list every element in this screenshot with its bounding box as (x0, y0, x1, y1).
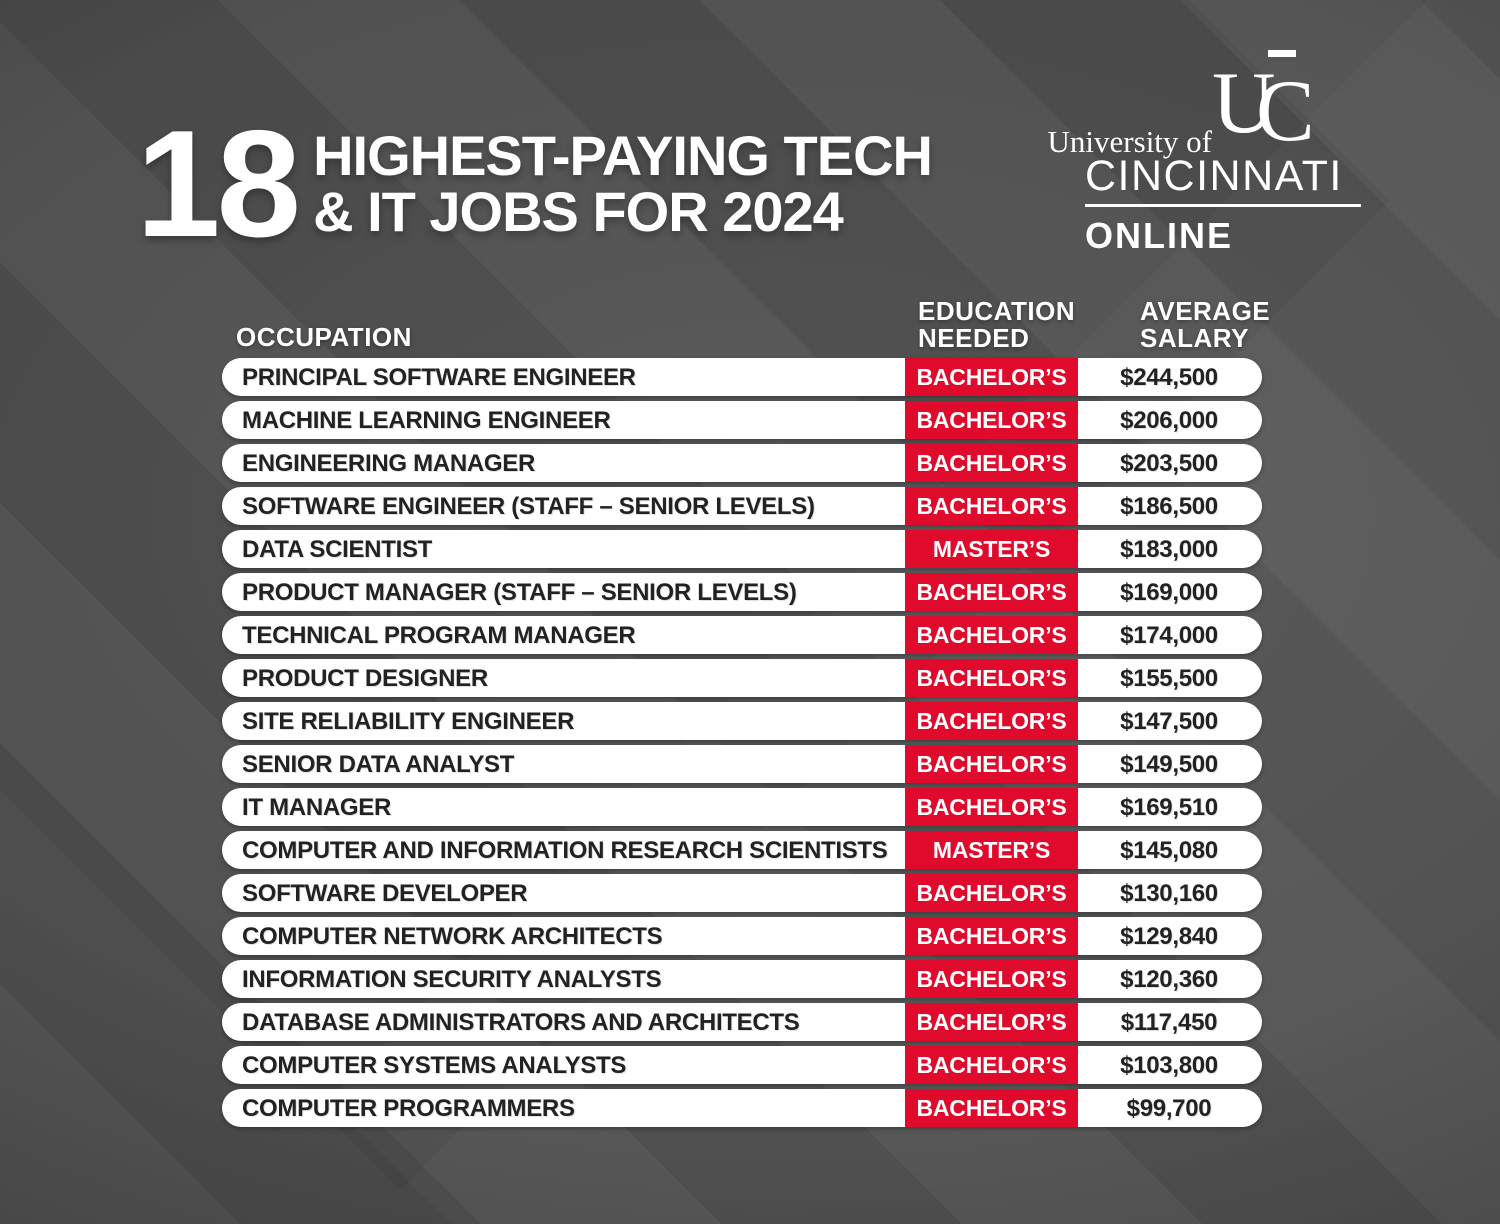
occupation-label: COMPUTER NETWORK ARCHITECTS (242, 923, 663, 950)
salary-value: $169,510 (1120, 794, 1218, 821)
occupation-label: DATA SCIENTIST (242, 536, 433, 563)
salary-value: $147,500 (1120, 708, 1218, 735)
education-badge: BACHELOR’S (905, 874, 1078, 912)
table-row: ENGINEERING MANAGER BACHELOR’S $203,500 (222, 444, 1262, 482)
title-line-2: & IT JOBS FOR 2024 (313, 180, 844, 244)
education-badge: BACHELOR’S (905, 358, 1078, 396)
education-badge: BACHELOR’S (905, 487, 1078, 525)
column-header-education-line2: NEEDED (918, 322, 1030, 353)
table-row: SENIOR DATA ANALYST BACHELOR’S $149,500 (222, 745, 1262, 783)
occupation-label: SITE RELIABILITY ENGINEER (242, 708, 575, 735)
salary-value: $103,800 (1120, 1052, 1218, 1079)
column-header-salary-line2: SALARY (1140, 322, 1249, 353)
occupation-label: TECHNICAL PROGRAM MANAGER (242, 622, 636, 649)
table-row: IT MANAGER BACHELOR’S $169,510 (222, 788, 1262, 826)
salary-value: $186,500 (1120, 493, 1218, 520)
cincinnati-label: CINCINNATI (1085, 152, 1343, 200)
table-row: COMPUTER AND INFORMATION RESEARCH SCIENT… (222, 831, 1262, 869)
salary-value: $129,840 (1120, 923, 1218, 950)
table-row: COMPUTER NETWORK ARCHITECTS BACHELOR’S $… (222, 917, 1262, 955)
table-row: PRODUCT MANAGER (STAFF – SENIOR LEVELS) … (222, 573, 1262, 611)
salary-value: $183,000 (1120, 536, 1218, 563)
salary-value: $203,500 (1120, 450, 1218, 477)
salary-value: $149,500 (1120, 751, 1218, 778)
table-row: SOFTWARE DEVELOPER BACHELOR’S $130,160 (222, 874, 1262, 912)
salary-value: $244,500 (1120, 364, 1218, 391)
occupation-label: SOFTWARE DEVELOPER (242, 880, 528, 907)
salary-value: $145,080 (1120, 837, 1218, 864)
table-row: DATA SCIENTIST MASTER’S $183,000 (222, 530, 1262, 568)
column-header-salary-line1: AVERAGE (1140, 296, 1271, 326)
occupation-label: SENIOR DATA ANALYST (242, 751, 515, 778)
occupation-label: DATABASE ADMINISTRATORS AND ARCHITECTS (242, 1009, 800, 1036)
university-of-label: University of (1047, 124, 1212, 159)
occupation-label: PRODUCT MANAGER (STAFF – SENIOR LEVELS) (242, 579, 797, 606)
education-badge: BACHELOR’S (905, 659, 1078, 697)
table-row: DATABASE ADMINISTRATORS AND ARCHITECTS B… (222, 1003, 1262, 1041)
svg-text:U: U (1212, 55, 1276, 150)
occupation-label: IT MANAGER (242, 794, 391, 821)
education-badge: MASTER’S (905, 530, 1078, 568)
page-title: 18 HIGHEST-PAYING TECH & IT JOBS FOR 202… (136, 99, 933, 269)
salary-value: $169,000 (1120, 579, 1218, 606)
occupation-label: INFORMATION SECURITY ANALYSTS (242, 966, 662, 993)
education-badge: BACHELOR’S (905, 1089, 1078, 1127)
table-row: PRINCIPAL SOFTWARE ENGINEER BACHELOR’S $… (222, 358, 1262, 396)
table-row: SITE RELIABILITY ENGINEER BACHELOR’S $14… (222, 702, 1262, 740)
education-badge: BACHELOR’S (905, 702, 1078, 740)
uc-online-logo: U C University of CINCINNATI ONLINE (1040, 48, 1370, 258)
education-badge: BACHELOR’S (905, 401, 1078, 439)
table-rows: PRINCIPAL SOFTWARE ENGINEER BACHELOR’S $… (222, 358, 1262, 1132)
education-badge: MASTER’S (905, 831, 1078, 869)
table-row: TECHNICAL PROGRAM MANAGER BACHELOR’S $17… (222, 616, 1262, 654)
salary-value: $130,160 (1120, 880, 1218, 907)
occupation-label: SOFTWARE ENGINEER (STAFF – SENIOR LEVELS… (242, 493, 815, 520)
occupation-label: PRODUCT DESIGNER (242, 665, 488, 692)
salary-value: $99,700 (1126, 1095, 1212, 1122)
salary-value: $206,000 (1120, 407, 1218, 434)
table-row: COMPUTER SYSTEMS ANALYSTS BACHELOR’S $10… (222, 1046, 1262, 1084)
online-label: ONLINE (1085, 215, 1234, 256)
education-badge: BACHELOR’S (905, 1003, 1078, 1041)
occupation-label: COMPUTER PROGRAMMERS (242, 1095, 575, 1122)
salary-value: $174,000 (1120, 622, 1218, 649)
uc-monogram-icon: U C (1212, 48, 1332, 160)
education-badge: BACHELOR’S (905, 444, 1078, 482)
occupation-label: MACHINE LEARNING ENGINEER (242, 407, 611, 434)
education-badge: BACHELOR’S (905, 745, 1078, 783)
column-header-occupation: OCCUPATION (236, 322, 412, 352)
occupation-label: COMPUTER AND INFORMATION RESEARCH SCIENT… (242, 837, 888, 864)
column-header-education: EDUCATION NEEDED (918, 298, 1075, 351)
table-row: COMPUTER PROGRAMMERS BACHELOR’S $99,700 (222, 1089, 1262, 1127)
occupation-label: PRINCIPAL SOFTWARE ENGINEER (242, 364, 636, 391)
salary-value: $155,500 (1120, 665, 1218, 692)
education-badge: BACHELOR’S (905, 1046, 1078, 1084)
education-badge: BACHELOR’S (905, 788, 1078, 826)
salary-value: $120,360 (1120, 966, 1218, 993)
education-badge: BACHELOR’S (905, 616, 1078, 654)
title-text: HIGHEST-PAYING TECH & IT JOBS FOR 2024 (313, 124, 933, 244)
svg-text:C: C (1256, 63, 1315, 150)
logo-divider (1085, 204, 1361, 207)
education-badge: BACHELOR’S (905, 917, 1078, 955)
column-header-education-line1: EDUCATION (918, 296, 1076, 326)
table-row: MACHINE LEARNING ENGINEER BACHELOR’S $20… (222, 401, 1262, 439)
occupation-label: COMPUTER SYSTEMS ANALYSTS (242, 1052, 627, 1079)
education-badge: BACHELOR’S (905, 573, 1078, 611)
education-badge: BACHELOR’S (905, 960, 1078, 998)
title-line-1: HIGHEST-PAYING TECH (313, 124, 933, 188)
salary-value: $117,450 (1120, 1009, 1218, 1036)
occupation-label: ENGINEERING MANAGER (242, 450, 535, 477)
table-row: INFORMATION SECURITY ANALYSTS BACHELOR’S… (222, 960, 1262, 998)
column-header-salary: AVERAGE SALARY (1140, 298, 1270, 351)
table-row: PRODUCT DESIGNER BACHELOR’S $155,500 (222, 659, 1262, 697)
title-count: 18 (136, 99, 301, 269)
table-row: SOFTWARE ENGINEER (STAFF – SENIOR LEVELS… (222, 487, 1262, 525)
